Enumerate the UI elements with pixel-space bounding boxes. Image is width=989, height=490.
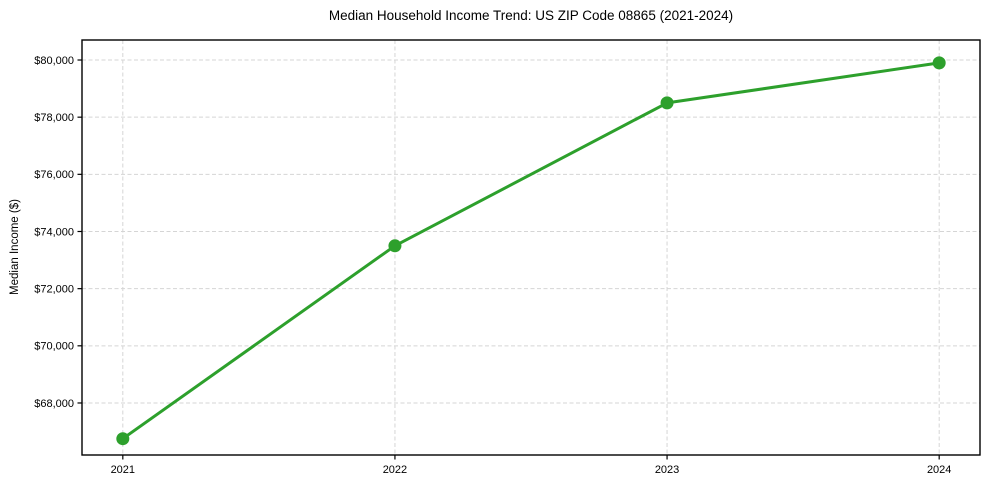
y-tick-label: $74,000 [34,226,74,238]
y-tick-label: $78,000 [34,112,74,124]
data-point-2021 [116,432,130,446]
plot-border [81,39,981,456]
x-tick-label: 2022 [383,464,407,476]
y-tick-label: $72,000 [34,283,74,295]
data-point-2024 [932,56,946,70]
trend-line [121,61,941,441]
y-tick-label: $76,000 [34,169,74,181]
x-tick-label: 2023 [655,464,679,476]
x-tick-label: 2021 [111,464,135,476]
y-tick-label: $68,000 [34,398,74,410]
y-axis-label: Median Income ($) [9,199,21,295]
chart-title: Median Household Income Trend: US ZIP Co… [328,8,734,23]
data-point-2023 [660,96,674,110]
y-tick-label: $80,000 [34,55,74,67]
y-tick-label: $70,000 [34,341,74,353]
data-point-2022 [388,239,402,253]
x-tick-label: 2024 [927,464,951,476]
